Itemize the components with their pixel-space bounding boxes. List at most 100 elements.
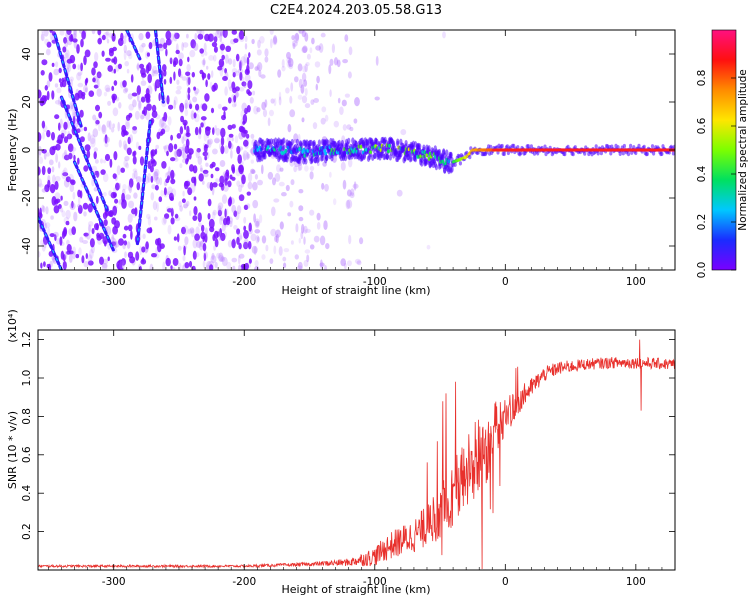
- spectrogram-speckle: [132, 126, 138, 131]
- spectrogram-speckle: [73, 30, 77, 39]
- spectrogram-speckle: [92, 77, 96, 83]
- x-tick-label: -200: [232, 576, 256, 588]
- spectrogram-speckle: [244, 262, 250, 270]
- spectrogram-speckle: [193, 112, 197, 119]
- spectrogram-speckle: [275, 229, 281, 238]
- spectrogram-speckle: [137, 100, 142, 111]
- spectrogram-speckle: [141, 246, 146, 253]
- spectrogram-speckle: [275, 233, 279, 244]
- spectrogram-speckle: [66, 244, 72, 253]
- spectrogram-speckle: [86, 149, 91, 159]
- spectrogram-speckle: [224, 208, 227, 218]
- spectrogram-speckle: [157, 237, 162, 246]
- spectrogram-speckle: [291, 35, 295, 41]
- spectrogram-speckle: [192, 238, 198, 249]
- spectrogram-speckle: [147, 173, 152, 183]
- spectrogram-speckle: [173, 150, 180, 158]
- spectrogram-speckle: [286, 60, 291, 68]
- spectrogram-speckle: [300, 84, 305, 94]
- spectrogram-speckle: [77, 82, 84, 88]
- x-tick-label: 0: [502, 576, 509, 588]
- spectrogram-speckle: [203, 42, 207, 52]
- spectrogram-speckle: [315, 45, 321, 51]
- spectrogram-speckle: [219, 175, 225, 185]
- spectrogram-speckle: [217, 205, 222, 212]
- spectrogram-speckle: [38, 145, 42, 156]
- spectrogram-speckle: [208, 218, 215, 229]
- spectrogram-speckle: [151, 110, 158, 118]
- spectrogram-speckle: [98, 111, 103, 119]
- spectrogram-speckle: [48, 263, 52, 270]
- spectrogram-speckle: [63, 136, 69, 144]
- spectrogram-speckle: [207, 73, 211, 80]
- spectrogram-speckle: [222, 30, 228, 38]
- spectrogram-speckle: [63, 37, 68, 44]
- spectrogram-speckle: [324, 183, 329, 192]
- spectrogram-speckle: [243, 225, 247, 231]
- spectrogram-speckle: [164, 125, 170, 133]
- spectrogram-speckle: [315, 83, 318, 91]
- spectrogram-speckle: [203, 172, 209, 178]
- spectrogram-speckle: [251, 169, 256, 174]
- spectrogram-speckle: [238, 253, 245, 259]
- spectrogram-speckle: [165, 206, 172, 213]
- spectrogram-speckle: [66, 239, 70, 246]
- spectrogram-speckle: [214, 125, 217, 131]
- spectrogram-speckle: [344, 93, 350, 98]
- spectrogram-speckle: [48, 159, 54, 166]
- spectrogram-speckle: [236, 228, 241, 235]
- spectrogram-speckle: [186, 200, 190, 207]
- spectrogram-speckle: [198, 126, 202, 135]
- spectrogram-speckle: [297, 261, 303, 270]
- spectrogram-speckle: [231, 30, 237, 35]
- spectrogram-speckle: [83, 126, 88, 132]
- spectrogram-speckle: [194, 126, 199, 136]
- spectrogram-speckle: [48, 72, 53, 82]
- spectrogram-speckle: [71, 200, 74, 209]
- spectrogram-speckle: [209, 264, 214, 270]
- spectrogram-speckle: [256, 49, 262, 56]
- spectrogram-speckle: [186, 76, 190, 87]
- signal-halo: [316, 156, 320, 163]
- signal-halo: [671, 151, 675, 156]
- spectrogram-speckle: [76, 128, 81, 133]
- spectrogram-speckle: [154, 170, 159, 181]
- spectrogram-speckle: [166, 95, 170, 105]
- spectrogram-speckle: [126, 147, 132, 156]
- spectrogram-speckle: [220, 127, 226, 138]
- spectrogram-speckle: [313, 235, 320, 243]
- signal-halo: [660, 151, 664, 156]
- spectrogram-speckle: [253, 213, 256, 223]
- spectrogram-speckle: [261, 101, 266, 111]
- spectrogram-speckle: [163, 145, 167, 150]
- spectrogram-speckle: [92, 114, 97, 121]
- spectrogram-speckle: [168, 166, 171, 177]
- spectrogram-speckle: [260, 74, 266, 79]
- signal-halo: [652, 151, 656, 156]
- spectrogram-speckle: [124, 155, 130, 162]
- signal-halo: [596, 151, 600, 156]
- spectrogram-speckle: [202, 180, 205, 185]
- spectrogram-speckle: [127, 136, 131, 145]
- spectrogram-x-label: Height of straight line (km): [281, 284, 430, 297]
- spectrogram-speckle: [84, 87, 88, 93]
- spectrogram-speckle: [195, 252, 200, 258]
- spectrogram-speckle: [184, 102, 188, 110]
- spectrogram-speckle: [38, 156, 44, 164]
- signal-halo: [650, 144, 655, 149]
- spectrogram-speckle: [111, 93, 117, 101]
- spectrogram-speckle: [88, 221, 94, 227]
- spectrogram-speckle: [247, 153, 251, 159]
- spectrogram-speckle: [238, 30, 245, 40]
- spectrogram-speckle: [41, 188, 47, 193]
- spectrogram-speckle: [231, 164, 235, 172]
- spectrogram-speckle: [222, 106, 228, 111]
- spectrogram-speckle: [112, 107, 119, 117]
- spectrogram-speckle: [224, 68, 228, 74]
- spectrogram-speckle: [301, 72, 307, 82]
- spectrogram-speckle: [135, 176, 142, 183]
- spectrogram-speckle: [133, 170, 138, 179]
- spectrogram-speckle: [119, 267, 124, 270]
- spectrogram-speckle: [227, 239, 233, 248]
